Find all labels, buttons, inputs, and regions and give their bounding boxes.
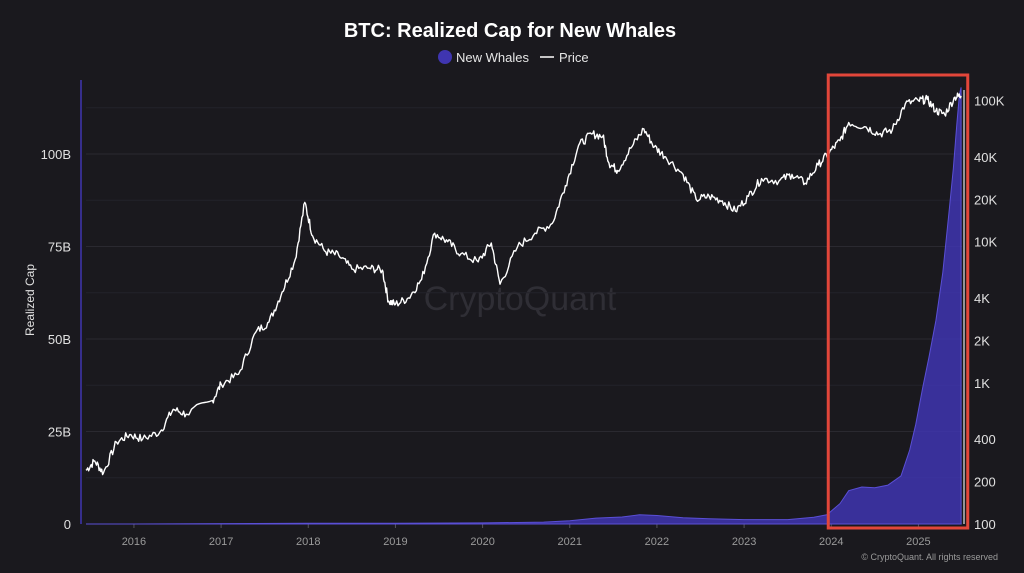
legend: New Whales Price	[438, 50, 589, 65]
gridlines	[86, 107, 962, 479]
chart-title: BTC: Realized Cap for New Whales	[344, 20, 676, 42]
watermark: CryptoQuant	[424, 280, 617, 318]
y-tick-label: 50B	[48, 332, 71, 347]
y2-tick-label: 100K	[974, 94, 1005, 109]
legend-item-new-whales[interactable]: New Whales	[438, 50, 529, 65]
y-axis-ticks: 0 25B 50B 75B 100B	[41, 147, 71, 532]
x-tick-label: 2016	[122, 536, 146, 548]
annotation-layer	[826, 73, 970, 530]
x-tick-label: 2022	[645, 536, 669, 548]
x-tick-label: 2018	[296, 536, 320, 548]
x-tick-label: 2019	[383, 536, 407, 548]
y2-tick-label: 100	[974, 517, 996, 532]
y2-tick-label: 400	[974, 432, 996, 447]
y2-tick-label: 10K	[974, 235, 997, 250]
x-tick-label: 2024	[819, 536, 843, 548]
series-new-whales-area	[86, 87, 962, 525]
y2-tick-label: 2K	[974, 333, 990, 348]
y-tick-label: 75B	[48, 240, 71, 255]
legend-label-price: Price	[559, 50, 589, 65]
legend-item-price[interactable]: Price	[540, 50, 589, 65]
highlight-rectangle	[826, 73, 970, 530]
y-tick-label: 100B	[41, 147, 71, 162]
y-axis-label: Realized Cap	[23, 264, 37, 336]
series-layer	[85, 87, 965, 525]
series-price-line	[85, 92, 962, 476]
y2-tick-label: 20K	[974, 192, 997, 207]
x-tick-label: 2020	[470, 536, 494, 548]
y2-tick-label: 40K	[974, 150, 997, 165]
x-tick-label: 2021	[558, 536, 582, 548]
copyright-text: © CryptoQuant. All rights reserved	[861, 552, 998, 562]
x-tick-label: 2025	[906, 536, 930, 548]
y2-tick-label: 1K	[974, 376, 990, 391]
y2-axis-ticks: 100 200 400 1K 2K 4K 10K 20K 40K 100K	[974, 94, 1005, 532]
x-tick-label: 2017	[209, 536, 233, 548]
y-tick-label: 0	[64, 517, 71, 532]
y2-tick-label: 200	[974, 475, 996, 490]
legend-label-new-whales: New Whales	[456, 50, 529, 65]
x-tick-label: 2023	[732, 536, 756, 548]
x-axis-ticks: 2016 2017 2018 2019 2020 2021 2022 2023 2024 2025	[86, 523, 962, 548]
legend-swatch-new-whales	[438, 50, 452, 64]
y-tick-label: 25B	[48, 425, 71, 440]
y2-tick-label: 4K	[974, 291, 990, 306]
